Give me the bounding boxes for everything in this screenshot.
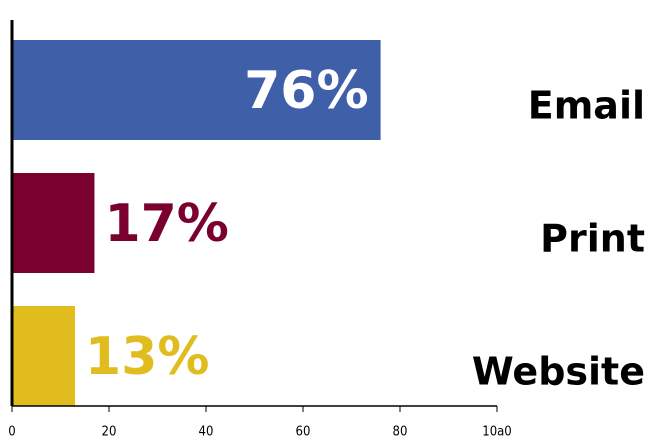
- value-label: 17%: [104, 194, 228, 254]
- bar: [12, 40, 381, 140]
- category-label: Website: [472, 350, 645, 394]
- value-label: 13%: [85, 327, 209, 387]
- value-label: 76%: [244, 61, 368, 121]
- x-tick-label: 60: [296, 425, 311, 440]
- bar: [12, 306, 76, 406]
- category-label: Email: [528, 84, 645, 128]
- x-tick-label: 80: [393, 425, 408, 440]
- x-tick-label: 20: [102, 425, 117, 440]
- x-tick-label: 0: [8, 425, 15, 440]
- bar: [12, 173, 95, 273]
- category-label: Print: [540, 217, 645, 261]
- x-tick-label: 10a0: [482, 425, 512, 440]
- x-tick-label: 40: [199, 425, 214, 440]
